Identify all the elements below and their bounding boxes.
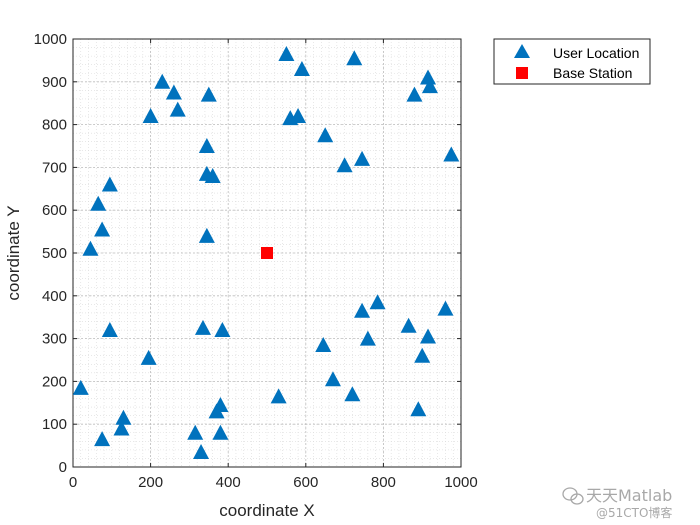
user-location-point xyxy=(406,86,423,102)
x-tick-label: 600 xyxy=(293,474,318,491)
wechat-icon xyxy=(562,487,584,505)
user-location-point xyxy=(354,150,371,166)
user-location-point xyxy=(410,401,427,417)
user-location-point xyxy=(101,176,118,192)
x-tick-label: 0 xyxy=(69,474,77,491)
user-location-point xyxy=(414,347,431,363)
legend-square-icon xyxy=(516,67,528,79)
y-tick-label: 300 xyxy=(42,331,67,348)
y-axis-label: coordinate Y xyxy=(4,205,23,300)
user-location-point xyxy=(421,78,438,94)
x-axis-label: coordinate X xyxy=(219,501,314,520)
user-location-point xyxy=(293,60,310,76)
user-location-point xyxy=(142,108,159,124)
user-location-point xyxy=(198,227,215,243)
user-location-point xyxy=(187,424,204,440)
watermark: 天天Matlab @51CTO博客 xyxy=(562,486,672,520)
user-location-point xyxy=(193,444,210,460)
user-location-point xyxy=(72,379,89,395)
y-tick-label: 1000 xyxy=(34,31,67,48)
user-location-point xyxy=(346,50,363,66)
y-tick-label: 700 xyxy=(42,159,67,176)
y-tick-label: 800 xyxy=(42,117,67,134)
user-location-point xyxy=(369,294,386,310)
user-location-point xyxy=(204,167,221,183)
user-location-point xyxy=(113,420,130,436)
y-tick-label: 900 xyxy=(42,74,67,91)
user-location-point xyxy=(315,337,332,353)
user-location-point xyxy=(290,108,307,124)
user-location-point xyxy=(437,300,454,316)
legend: User Location Base Station xyxy=(493,38,651,85)
user-location-point xyxy=(443,146,460,162)
user-location-point xyxy=(82,240,99,256)
x-tick-label: 800 xyxy=(371,474,396,491)
user-location-point xyxy=(336,157,353,173)
user-location-point xyxy=(154,73,171,89)
user-location-point xyxy=(212,424,229,440)
user-location-point xyxy=(324,371,341,387)
user-location-point xyxy=(200,86,217,102)
user-location-point xyxy=(115,409,132,425)
user-location-point xyxy=(278,45,295,61)
y-tick-label: 100 xyxy=(42,416,67,433)
user-location-point xyxy=(165,84,182,100)
user-location-point xyxy=(270,388,287,404)
base-station-point xyxy=(261,247,273,259)
x-tick-label: 400 xyxy=(216,474,241,491)
watermark-title: 天天Matlab xyxy=(586,486,672,505)
y-tick-label: 400 xyxy=(42,288,67,305)
user-location-point xyxy=(169,101,186,117)
legend-label-base-station: Base Station xyxy=(553,65,632,81)
user-location-point xyxy=(90,195,107,211)
user-location-point xyxy=(214,322,231,338)
y-tick-label: 600 xyxy=(42,202,67,219)
user-location-point xyxy=(317,127,334,143)
user-location-point xyxy=(94,221,111,237)
x-tick-label: 1000 xyxy=(444,474,477,491)
watermark-subtitle: @51CTO博客 xyxy=(596,505,672,520)
y-tick-label: 0 xyxy=(59,459,67,476)
legend-label-user-location: User Location xyxy=(553,45,639,61)
user-location-point xyxy=(420,69,437,85)
user-location-point xyxy=(344,386,361,402)
x-tick-label: 200 xyxy=(138,474,163,491)
user-location-point xyxy=(400,317,417,333)
user-location-point xyxy=(420,328,437,344)
data-marks xyxy=(72,45,460,460)
user-location-point xyxy=(208,403,225,419)
user-location-point xyxy=(354,302,371,318)
user-location-point xyxy=(101,322,118,338)
user-location-point xyxy=(140,349,157,365)
y-tick-label: 200 xyxy=(42,373,67,390)
y-tick-label: 500 xyxy=(42,245,67,262)
legend-triangle-icon xyxy=(514,44,530,58)
user-location-point xyxy=(359,330,376,346)
user-location-point xyxy=(194,319,211,335)
user-location-point xyxy=(198,138,215,153)
axis-ticks: 0 200 400 600 800 1000 0 100 200 300 400 500 600 700 8… xyxy=(34,31,478,491)
user-location-point xyxy=(94,431,111,447)
